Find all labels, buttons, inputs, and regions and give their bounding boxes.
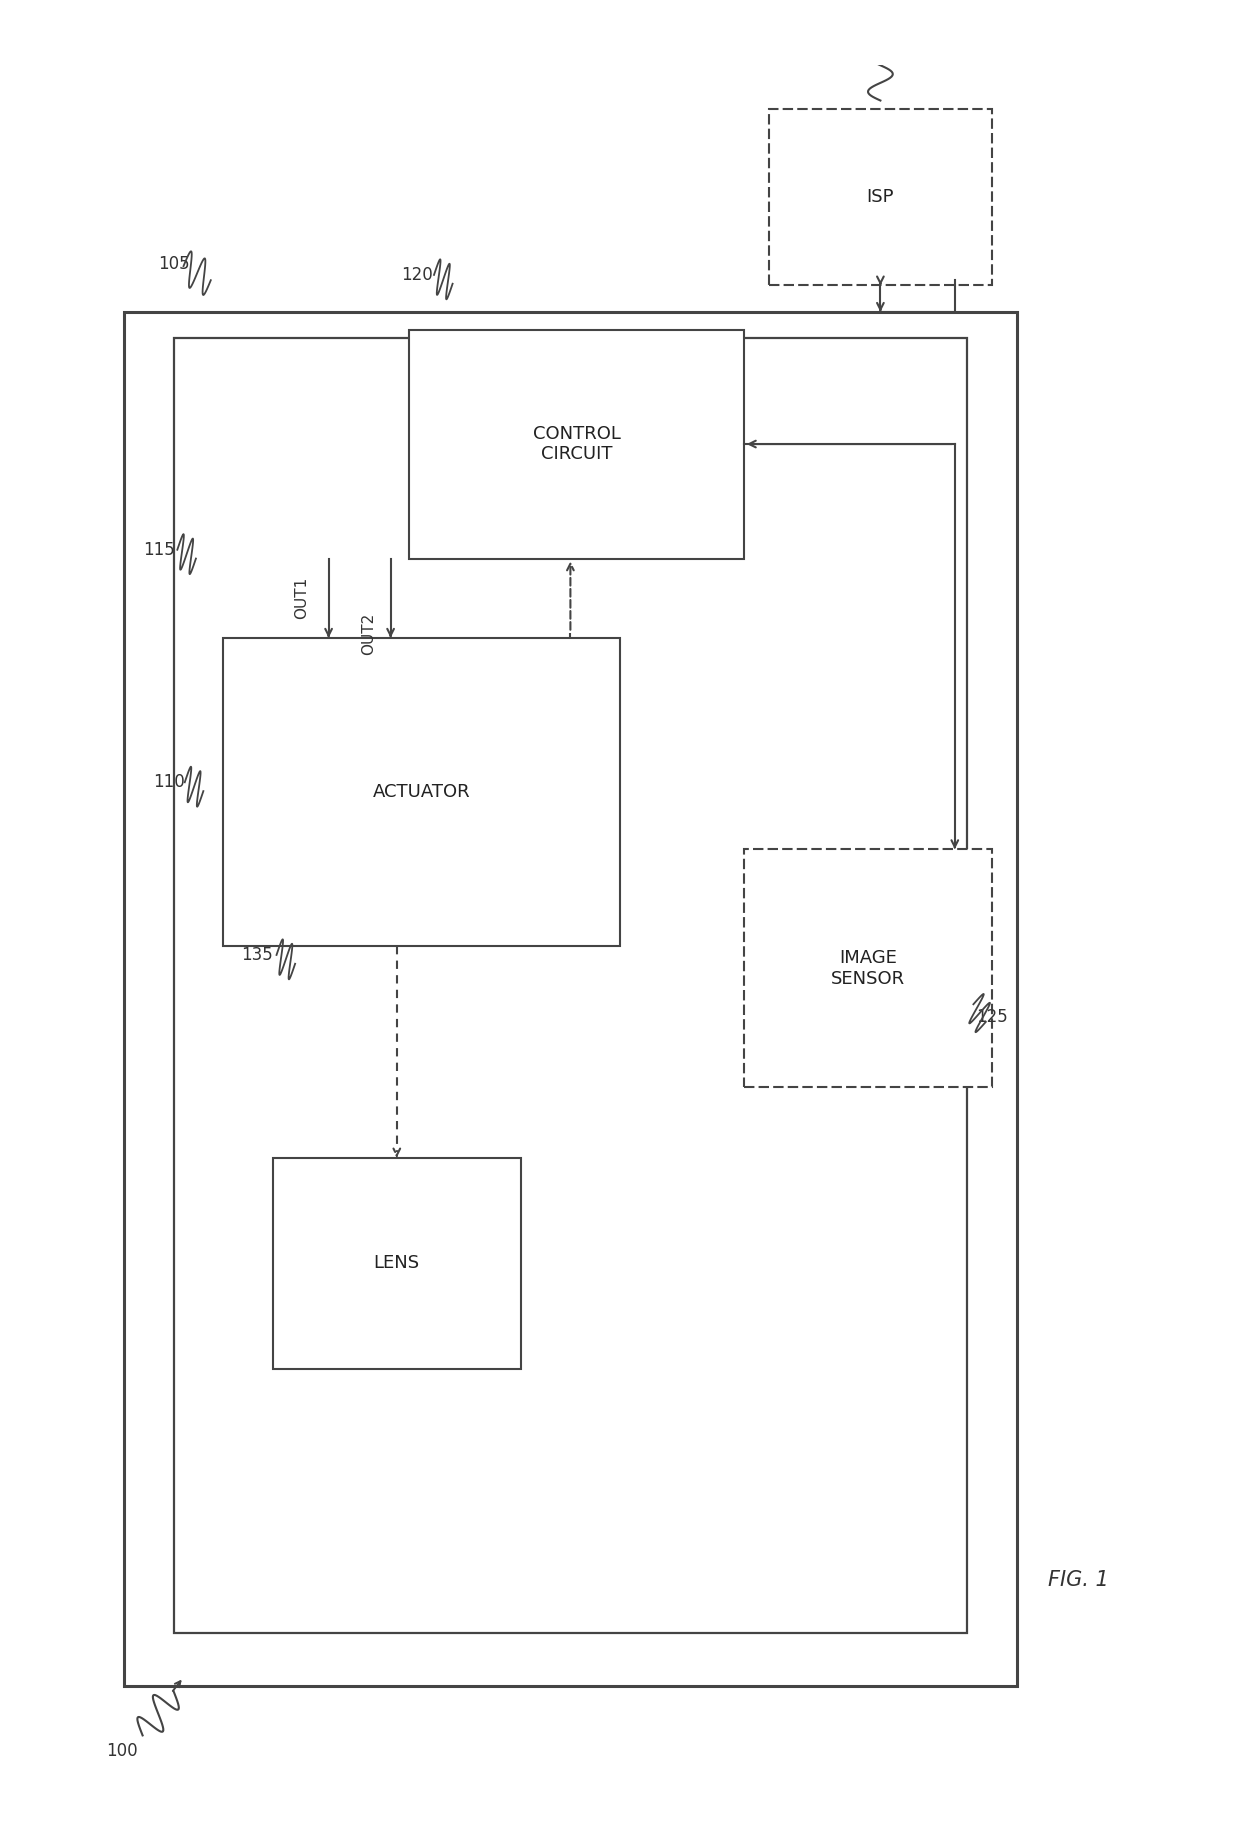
Bar (744, 850, 992, 1087)
Bar (273, 1158, 521, 1368)
Text: 110: 110 (153, 773, 185, 791)
Bar (174, 338, 967, 1633)
Bar (769, 110, 992, 285)
Text: 100: 100 (105, 1743, 138, 1759)
Text: ACTUATOR: ACTUATOR (373, 784, 470, 800)
Text: LENS: LENS (373, 1255, 420, 1272)
Text: OUT2: OUT2 (361, 612, 376, 654)
Bar (223, 638, 620, 946)
Text: CONTROL
CIRCUIT: CONTROL CIRCUIT (533, 424, 620, 464)
Text: 135: 135 (241, 946, 273, 965)
Bar (409, 329, 744, 559)
Text: 105: 105 (157, 256, 190, 274)
Text: ISP: ISP (867, 188, 894, 206)
Text: 130: 130 (895, 0, 928, 4)
Text: FIG. 1: FIG. 1 (1049, 1571, 1109, 1589)
Text: 120: 120 (401, 267, 433, 283)
Text: 125: 125 (976, 1009, 1008, 1025)
Text: OUT1: OUT1 (294, 577, 309, 619)
Bar (124, 312, 1017, 1686)
Text: 115: 115 (143, 541, 175, 559)
Text: IMAGE
SENSOR: IMAGE SENSOR (831, 948, 905, 988)
